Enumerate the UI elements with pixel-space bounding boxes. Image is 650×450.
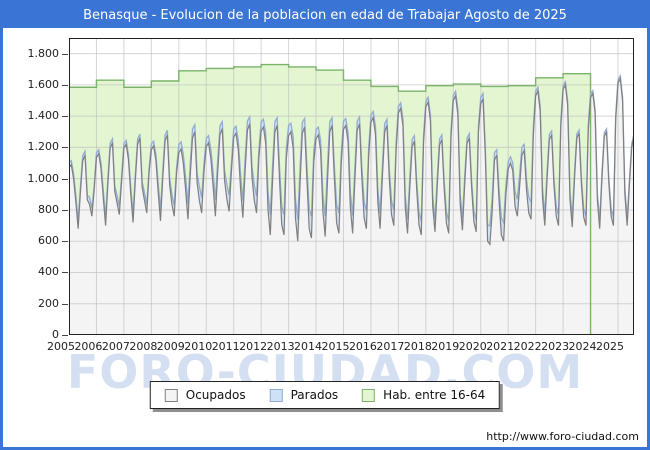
footer-link[interactable]: http://www.foro-ciudad.com xyxy=(486,430,639,443)
x-tick-label: 2021 xyxy=(486,340,515,353)
legend-label: Parados xyxy=(290,388,339,402)
x-tick-label: 2017 xyxy=(376,340,405,353)
x-tick-label: 2024 xyxy=(568,340,597,353)
y-tick-label: 0 xyxy=(3,328,68,342)
x-tick-label: 2005 xyxy=(47,340,75,353)
legend-swatch-icon xyxy=(269,388,283,402)
x-tick-label: 2016 xyxy=(348,340,377,353)
x-tick-label: 2013 xyxy=(266,340,295,353)
y-tick-label: 800 xyxy=(3,203,68,217)
y-tick-label: 1.000 xyxy=(3,172,68,186)
y-tick-label: 1.600 xyxy=(3,78,68,92)
y-tick-label: 1.400 xyxy=(3,109,68,123)
y-tick-label: 600 xyxy=(3,234,68,248)
legend-item-ocupados: Ocupados xyxy=(164,388,246,402)
chart-title: Benasque - Evolucion de la poblacion en … xyxy=(3,3,647,28)
x-tick-label: 2020 xyxy=(458,340,487,353)
x-tick-label: 2019 xyxy=(431,340,460,353)
x-tick-label: 2023 xyxy=(541,340,570,353)
area-chart xyxy=(68,38,635,335)
y-tick-label: 1.800 xyxy=(3,47,68,61)
x-tick-label: 2010 xyxy=(184,340,213,353)
x-tick-label: 2014 xyxy=(294,340,323,353)
legend-label: Hab. entre 16-64 xyxy=(383,388,486,402)
x-tick-label: 2025 xyxy=(595,340,624,353)
legend-item-parados: Parados xyxy=(269,388,339,402)
legend-label: Ocupados xyxy=(185,388,246,402)
legend-swatch-icon xyxy=(362,388,376,402)
x-tick-label: 2022 xyxy=(513,340,542,353)
y-tick-label: 200 xyxy=(3,297,68,311)
y-tick-label: 400 xyxy=(3,265,68,279)
x-tick-label: 2007 xyxy=(101,340,130,353)
x-tick-label: 2012 xyxy=(239,340,268,353)
plot-area xyxy=(68,38,635,335)
x-tick-label: 2009 xyxy=(156,340,185,353)
x-tick-label: 2011 xyxy=(211,340,240,353)
y-tick-label: 1.200 xyxy=(3,140,68,154)
legend-item-hab-entre-16-64: Hab. entre 16-64 xyxy=(362,388,485,402)
x-tick-label: 2018 xyxy=(403,340,432,353)
x-tick-label: 2015 xyxy=(321,340,350,353)
legend-swatch-icon xyxy=(164,388,178,402)
x-tick-label: 2006 xyxy=(74,340,103,353)
x-tick-label: 2008 xyxy=(129,340,158,353)
chart-legend: Ocupados Parados Hab. entre 16-64 xyxy=(149,381,501,409)
